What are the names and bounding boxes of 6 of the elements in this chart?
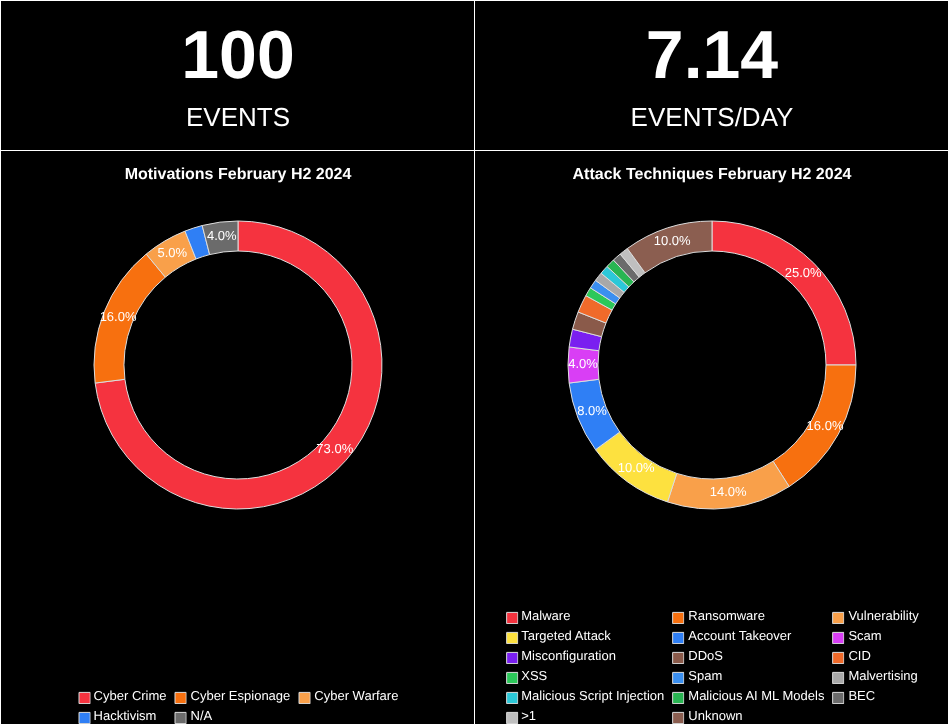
chart-title: Motivations February H2 2024 bbox=[124, 165, 353, 183]
chart-title: Attack Techniques February H2 2024 bbox=[572, 165, 853, 183]
text: 7.14 bbox=[645, 17, 779, 94]
text: 100 bbox=[181, 17, 295, 94]
text: EVENTS/DAY bbox=[630, 102, 795, 133]
text: EVENTS bbox=[185, 102, 291, 133]
